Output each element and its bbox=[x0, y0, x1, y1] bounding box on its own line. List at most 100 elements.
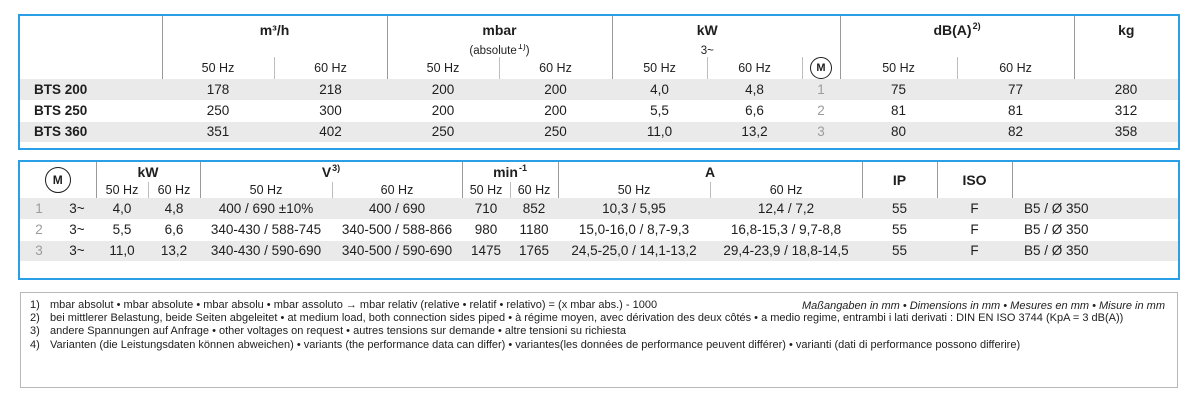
value-cell: 11,0 bbox=[96, 240, 148, 262]
value-cell: 358 bbox=[1074, 121, 1179, 143]
value-cell: 80 bbox=[840, 121, 958, 143]
motor-circle-icon: M bbox=[810, 57, 833, 79]
flange-cell: B5 / Ø 350 bbox=[1012, 219, 1179, 241]
value-cell: 1765 bbox=[510, 240, 559, 262]
value-cell: 1475 bbox=[462, 240, 511, 262]
rpm-50hz-header: 50 Hz bbox=[461, 182, 511, 198]
footnote-text: mbar absolut • mbar absolute • mbar abso… bbox=[50, 299, 658, 311]
value-cell: F bbox=[937, 219, 1013, 241]
value-cell: 200 bbox=[499, 79, 613, 101]
col-group-dba: dB(A)2) bbox=[839, 16, 1075, 44]
absolute-label-close: ) bbox=[525, 44, 530, 57]
value-cell: 55 bbox=[862, 198, 938, 220]
value-cell: 710 bbox=[462, 198, 511, 220]
value-cell: 77 bbox=[957, 79, 1075, 101]
motor-ref-number: 3 bbox=[20, 240, 58, 262]
value-cell: 312 bbox=[1074, 100, 1179, 122]
motor-column-header: M bbox=[801, 57, 841, 79]
value-cell: 340-500 / 590-690 bbox=[332, 240, 463, 262]
value-cell: 5,5 bbox=[612, 100, 708, 122]
frequency-header-row: 50 Hz 60 Hz 50 Hz 60 Hz 50 Hz 60 Hz 50 H… bbox=[20, 182, 1178, 198]
value-cell: 300 bbox=[274, 100, 387, 122]
value-cell: 29,4-23,9 / 18,8-14,5 bbox=[710, 240, 863, 262]
dimensions-note: Maßangaben in mm • Dimensions in mm • Me… bbox=[801, 300, 1165, 312]
footnote-item: 3) andere Spannungen auf Anfrage • other… bbox=[27, 325, 1169, 338]
table-row: BTS 250 250 300 200 200 5,5 6,6 2 81 81 … bbox=[20, 100, 1179, 122]
empty-cell bbox=[802, 44, 840, 57]
phase-cell: 3~ bbox=[58, 240, 96, 262]
mbar-50hz-header: 50 Hz bbox=[386, 57, 499, 79]
table-row: 1 3~ 4,0 4,8 400 / 690 ±10% 400 / 690 71… bbox=[20, 198, 1179, 220]
value-cell: 340-430 / 588-745 bbox=[200, 219, 332, 241]
value-cell: 10,3 / 5,95 bbox=[558, 198, 711, 220]
col-group-voltage: V3) bbox=[199, 162, 463, 182]
footnotes-box: Maßangaben in mm • Dimensions in mm • Me… bbox=[20, 292, 1178, 388]
absolute-label: (absolute bbox=[469, 44, 517, 57]
value-cell: 55 bbox=[862, 240, 938, 262]
frequency-header-row: 50 Hz 60 Hz 50 Hz 60 Hz 50 Hz 60 Hz M 50… bbox=[20, 57, 1179, 79]
value-cell: 178 bbox=[162, 79, 274, 101]
filler-row bbox=[20, 142, 1178, 148]
value-cell: 4,0 bbox=[612, 79, 708, 101]
m-column-spacer bbox=[802, 16, 840, 44]
value-cell: 15,0-16,0 / 8,7-9,3 bbox=[558, 219, 711, 241]
value-cell: 200 bbox=[387, 100, 499, 122]
motor-ref-number: 2 bbox=[802, 100, 841, 122]
empty-cell bbox=[20, 261, 1178, 278]
table-row: 3 3~ 11,0 13,2 340-430 / 590-690 340-500… bbox=[20, 240, 1179, 262]
m3h-50hz-header: 50 Hz bbox=[161, 57, 274, 79]
model-name: BTS 360 bbox=[20, 121, 162, 143]
value-cell: 75 bbox=[840, 79, 958, 101]
footnote-number: 1) bbox=[30, 299, 40, 311]
footnote-number: 2) bbox=[30, 312, 40, 325]
group-header-row: m³/h mbar kW dB(A)2) kg bbox=[20, 16, 1179, 44]
kw-50hz-header: 50 Hz bbox=[611, 57, 708, 79]
motor-ref-number: 2 bbox=[20, 219, 58, 241]
footnote-number: 3) bbox=[30, 325, 40, 338]
col-group-amps: A bbox=[557, 162, 863, 182]
empty-cell bbox=[1073, 57, 1179, 79]
value-cell: 16,8-15,3 / 9,7-8,8 bbox=[710, 219, 863, 241]
motor-table: M kW V3) min-1 A IP ISO 50 Hz 60 Hz 50 H… bbox=[18, 160, 1180, 280]
mbar-absolute-note: (absolute1)) bbox=[386, 44, 613, 57]
subheader-row: (absolute1)) 3~ bbox=[20, 44, 1179, 57]
value-cell: 852 bbox=[510, 198, 559, 220]
value-cell: 250 bbox=[387, 121, 499, 143]
col-group-flange bbox=[1011, 162, 1179, 198]
value-cell: 400 / 690 bbox=[332, 198, 463, 220]
value-cell: 13,2 bbox=[707, 121, 803, 143]
col-group-iso: ISO bbox=[936, 162, 1013, 198]
flange-cell: B5 / Ø 350 bbox=[1012, 198, 1179, 220]
m3h-60hz-header: 60 Hz bbox=[273, 57, 387, 79]
kw-60hz-header: 60 Hz bbox=[706, 57, 803, 79]
rpm-60hz-header: 60 Hz bbox=[509, 182, 559, 198]
value-cell: 400 / 690 ±10% bbox=[200, 198, 332, 220]
col-group-kw: kW bbox=[611, 16, 803, 44]
kw-phase-note: 3~ bbox=[611, 44, 803, 57]
value-cell: 218 bbox=[274, 79, 387, 101]
col-group-mbar: mbar bbox=[386, 16, 613, 44]
value-cell: 6,6 bbox=[148, 219, 200, 241]
group-header-row: M kW V3) min-1 A IP ISO bbox=[20, 162, 1179, 198]
table-row: BTS 360 351 402 250 250 11,0 13,2 3 80 8… bbox=[20, 121, 1179, 143]
kw-50hz-header: 50 Hz bbox=[95, 182, 148, 198]
performance-table: m³/h mbar kW dB(A)2) kg (absolute1)) 3~ … bbox=[18, 14, 1180, 150]
empty-cell bbox=[20, 44, 162, 57]
value-cell: 81 bbox=[840, 100, 958, 122]
dba-60hz-header: 60 Hz bbox=[956, 57, 1075, 79]
value-cell: 200 bbox=[387, 79, 499, 101]
value-cell: 24,5-25,0 / 14,1-13,2 bbox=[558, 240, 711, 262]
col-group-m3h: m³/h bbox=[161, 16, 387, 44]
value-cell: 6,6 bbox=[707, 100, 803, 122]
motor-ref-number: 1 bbox=[20, 198, 58, 220]
footnote-text: bei mittlerer Belastung, beide Seiten ab… bbox=[50, 312, 1124, 325]
col-group-ip: IP bbox=[861, 162, 938, 198]
value-cell: 55 bbox=[862, 219, 938, 241]
empty-cell bbox=[20, 142, 1178, 148]
footnote-item: 4) Varianten (die Leistungsdaten können … bbox=[27, 339, 1169, 352]
col-group-kg: kg bbox=[1073, 16, 1179, 44]
motor-ref-number: 1 bbox=[802, 79, 841, 101]
table-row: 2 3~ 5,5 6,6 340-430 / 588-745 340-500 /… bbox=[20, 219, 1179, 241]
col-group-kw: kW bbox=[95, 162, 200, 182]
a-50hz-header: 50 Hz bbox=[557, 182, 711, 198]
